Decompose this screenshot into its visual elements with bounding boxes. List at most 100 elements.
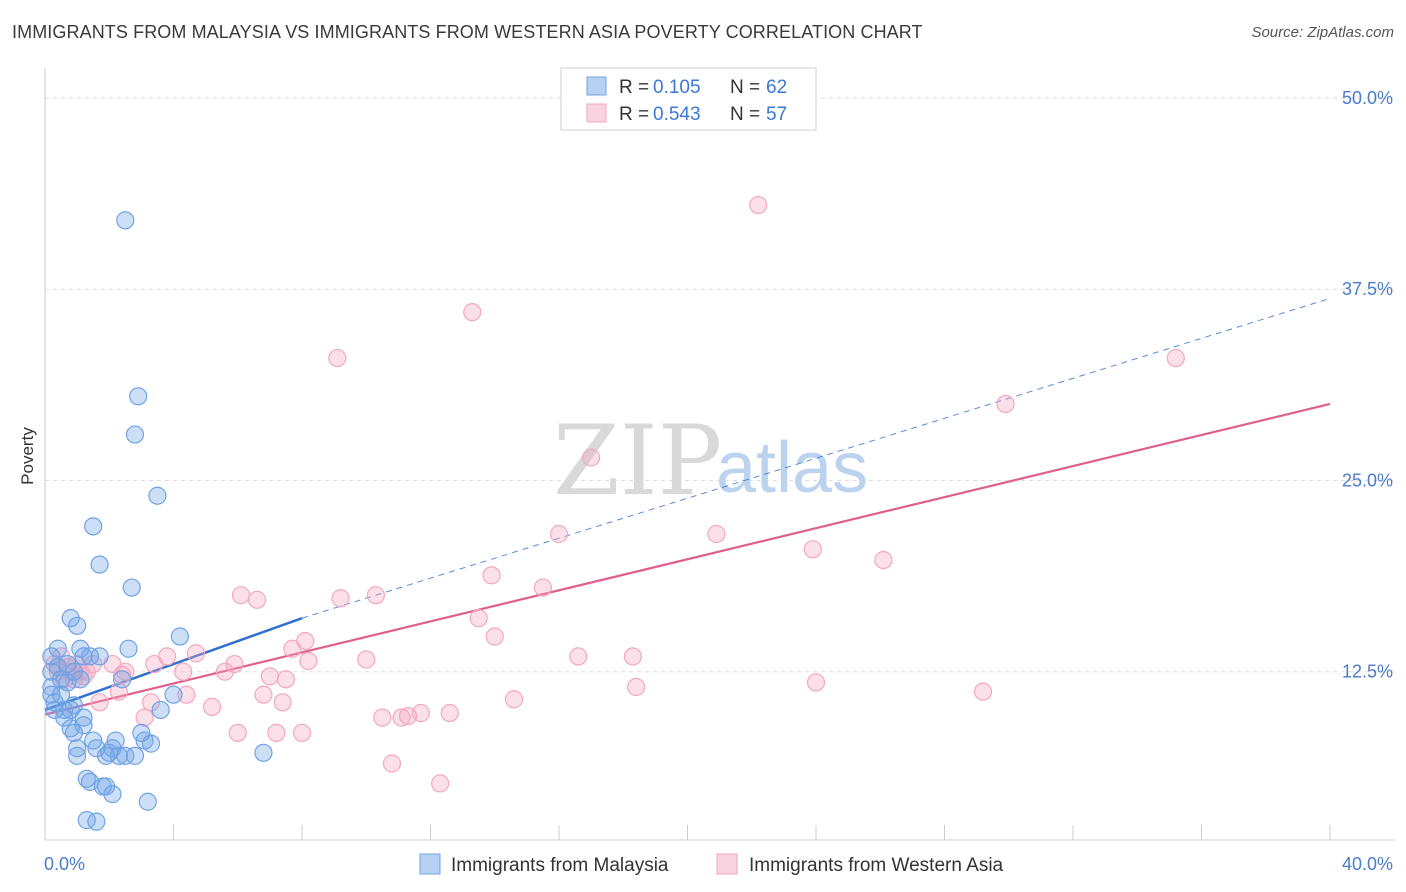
malaysia-point xyxy=(106,731,125,750)
western-asia-point xyxy=(373,708,392,727)
series-legend: Immigrants from Malaysia Immigrants from … xyxy=(419,853,1004,876)
malaysia-point xyxy=(68,746,87,765)
malaysia-point xyxy=(71,670,90,689)
western-asia-point xyxy=(469,609,488,628)
malaysia-point xyxy=(42,662,61,681)
y-tick-label: 50.0% xyxy=(1342,88,1393,108)
malaysia-point xyxy=(68,739,87,758)
western-asia-legend-swatch xyxy=(716,853,738,875)
source-label: Source: ZipAtlas.com xyxy=(1251,24,1394,41)
western-asia-point xyxy=(582,448,601,467)
western-asia-point xyxy=(749,195,768,215)
western-asia-point xyxy=(254,685,273,704)
malaysia-n-label: N = xyxy=(730,77,760,98)
western-asia-point xyxy=(157,647,177,666)
western-asia-point xyxy=(331,589,350,608)
western-asia-point xyxy=(231,586,251,605)
watermark-zip: ZIP xyxy=(553,405,722,517)
malaysia-trend-line xyxy=(44,616,303,712)
malaysia-point xyxy=(125,746,145,765)
western-asia-point xyxy=(247,590,267,609)
malaysia-point xyxy=(129,387,148,406)
western-asia-point xyxy=(273,693,292,712)
western-asia-point xyxy=(803,540,822,559)
western-asia-point xyxy=(707,524,726,544)
malaysia-point xyxy=(48,639,67,658)
malaysia-point xyxy=(80,647,100,666)
y-tick-label: 25.0% xyxy=(1342,470,1393,490)
western-asia-point xyxy=(996,394,1015,414)
malaysia-point xyxy=(103,784,122,804)
western-asia-point xyxy=(90,693,109,712)
western-asia-point xyxy=(485,627,504,646)
malaysia-legend-swatch xyxy=(419,853,441,875)
western-asia-point xyxy=(440,703,459,723)
western-asia-point xyxy=(141,693,161,712)
western-asia-point xyxy=(549,524,569,544)
western-asia-point xyxy=(504,690,524,709)
western-asia-point xyxy=(392,708,411,727)
western-asia-point xyxy=(228,723,247,743)
western-asia-point xyxy=(174,662,193,681)
western-asia-point xyxy=(623,647,642,666)
western-asia-point xyxy=(431,774,450,793)
watermark-atlas: atlas xyxy=(716,428,868,508)
x-tick-label: 40.0% xyxy=(1342,854,1393,874)
malaysia-trend-extension xyxy=(301,297,1331,619)
malaysia-point xyxy=(74,647,93,666)
malaysia-point xyxy=(122,578,141,597)
watermark: ZIP atlas xyxy=(553,405,868,517)
stats-legend: R = 0.105 N = 62 R = 0.543 N = 57 xyxy=(560,67,817,131)
malaysia-point xyxy=(138,792,157,811)
malaysia-legend-swatch xyxy=(586,76,607,96)
y-tick-labels: 12.5% 25.0% 37.5% 50.0% xyxy=(1342,88,1393,682)
western-asia-point xyxy=(626,677,646,697)
x-tick-labels: 0.0% 40.0% xyxy=(44,854,1393,874)
malaysia-point xyxy=(64,696,84,715)
western-asia-point xyxy=(177,685,196,704)
malaysia-point xyxy=(45,700,64,720)
malaysia-point xyxy=(164,685,183,704)
western-asia-r-label: R = xyxy=(619,104,649,125)
malaysia-r-value: 0.105 xyxy=(653,77,701,98)
western-asia-trend-line xyxy=(44,402,1331,716)
western-asia-point xyxy=(186,644,206,663)
western-asia-point xyxy=(482,566,501,585)
malaysia-point xyxy=(148,486,167,505)
western-asia-point xyxy=(225,654,244,674)
western-asia-legend-label: Immigrants from Western Asia xyxy=(749,855,1004,876)
western-asia-point xyxy=(874,550,893,570)
malaysia-point xyxy=(55,700,74,720)
malaysia-point xyxy=(90,647,109,666)
malaysia-point xyxy=(68,616,87,635)
malaysia-point xyxy=(90,555,109,574)
western-asia-n-label: N = xyxy=(730,104,760,125)
malaysia-point xyxy=(74,708,93,727)
western-asia-point xyxy=(382,754,402,773)
malaysia-point xyxy=(119,639,138,658)
western-asia-point xyxy=(411,703,430,723)
western-asia-point xyxy=(135,708,154,727)
malaysia-legend-label: Immigrants from Malaysia xyxy=(451,855,669,876)
malaysia-point xyxy=(112,670,132,689)
x-tick-label: 0.0% xyxy=(44,854,85,874)
data-points xyxy=(42,195,1185,831)
western-asia-point xyxy=(267,723,286,743)
western-asia-point xyxy=(366,586,385,605)
malaysia-point xyxy=(116,211,135,230)
western-asia-point xyxy=(569,647,588,666)
western-asia-point xyxy=(276,670,296,689)
axes xyxy=(44,68,1395,841)
western-asia-point xyxy=(463,303,482,322)
malaysia-point xyxy=(84,517,103,536)
malaysia-point xyxy=(141,734,161,753)
western-asia-r-value: 0.543 xyxy=(653,104,701,125)
chart-title: IMMIGRANTS FROM MALAYSIA VS IMMIGRANTS F… xyxy=(12,22,923,42)
western-asia-point xyxy=(215,662,234,681)
western-asia-point xyxy=(1166,348,1185,368)
malaysia-point xyxy=(170,627,190,646)
y-axis-title: Poverty xyxy=(18,427,37,485)
western-asia-point xyxy=(806,673,826,692)
y-tick-label: 12.5% xyxy=(1342,662,1393,682)
